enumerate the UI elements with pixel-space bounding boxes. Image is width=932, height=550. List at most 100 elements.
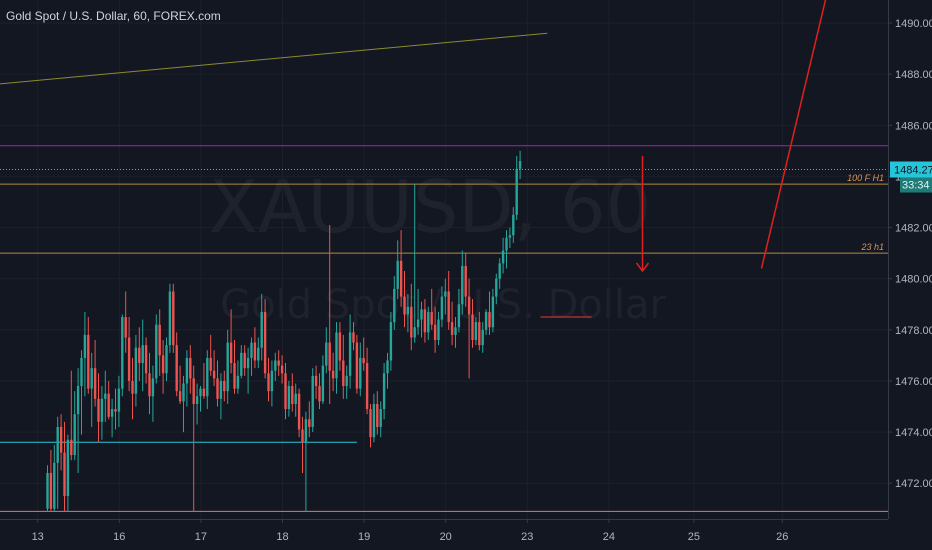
candle-body [63, 452, 66, 496]
time-tick-label: 23 [521, 531, 533, 543]
candle-body [110, 409, 114, 417]
candle-body [365, 363, 369, 410]
candle-body [202, 388, 206, 397]
candle-body [403, 296, 406, 315]
candle-body [440, 296, 444, 320]
candle-body [291, 386, 294, 404]
candle-body [148, 373, 151, 397]
candle-body [481, 329, 484, 346]
candle-body [498, 263, 501, 279]
candle-body [314, 375, 318, 387]
candle-body [294, 393, 297, 404]
candle-body [461, 265, 464, 305]
candle-body [138, 347, 141, 364]
candle-body [70, 439, 73, 456]
candle-body [127, 337, 131, 381]
candle-body [379, 409, 382, 427]
candle-body [491, 296, 495, 328]
current-price-label: 1484.27 [894, 165, 932, 177]
price-axis[interactable]: 1472.00 1474.00 1476.00 1478.00 1480.00 1482.… [888, 0, 932, 519]
arrow-down-head [635, 262, 650, 273]
candle-body [270, 370, 274, 392]
candle-body [457, 304, 461, 328]
price-tick-label: 1486.00 [895, 120, 932, 132]
candle-body [185, 357, 189, 384]
candle-body [382, 373, 386, 410]
candle-body [447, 291, 450, 323]
candle-body [124, 317, 127, 338]
candle-body [97, 398, 100, 422]
watermark-name: Gold Spot / U.S. Dollar [220, 282, 666, 328]
trend-line[interactable] [0, 32, 548, 92]
candle-body [362, 357, 365, 364]
candle-body [141, 345, 144, 364]
candle-body [284, 373, 287, 410]
candle-body [376, 403, 379, 427]
level-label-100F-H1: 100 F H1 [847, 173, 884, 183]
candle-body [226, 342, 229, 392]
candle-body [304, 419, 308, 443]
time-tick-label: 18 [276, 531, 288, 543]
time-axis[interactable]: 13 16 17 18 19 20 23 24 25 26 [0, 519, 888, 543]
price-tick-label: 1488.00 [895, 69, 932, 81]
candle-body [427, 311, 430, 333]
candle-body [478, 322, 481, 346]
candle-body [158, 324, 161, 356]
candle-body [396, 260, 399, 289]
candle-body [73, 414, 76, 456]
candle-body [495, 278, 498, 297]
price-tick-label: 1490.00 [895, 18, 932, 30]
candle-body [423, 309, 427, 333]
candle-body [420, 309, 423, 320]
candle-body [134, 347, 138, 394]
candle-body [287, 386, 291, 410]
price-tick-label: 1474.00 [895, 427, 932, 439]
candle-body [83, 334, 87, 358]
candle-body [416, 319, 420, 328]
candle-body [464, 265, 467, 297]
candle-body [267, 373, 270, 392]
candle-body [325, 342, 328, 366]
candle-body [206, 357, 209, 397]
candle-body [369, 409, 372, 438]
candle-body [209, 357, 212, 371]
candle-body [474, 322, 478, 341]
candle-body [406, 306, 410, 315]
grid [0, 0, 888, 519]
candle-body [352, 332, 355, 343]
arrows [635, 0, 827, 273]
symbol-title[interactable]: Gold Spot / U.S. Dollar, 60, FOREX.com [6, 9, 221, 23]
candle-body [512, 214, 515, 236]
candle-body [386, 360, 389, 374]
candle-body [331, 370, 335, 379]
candle-body [66, 439, 70, 496]
candle-body [318, 386, 321, 402]
level-label-23-H1: 23 h1 [860, 242, 884, 252]
candle-body [399, 260, 403, 297]
time-tick-label: 20 [440, 531, 452, 543]
symbol-watermark: XAUUSD, 60 Gold Spot / U.S. Dollar [209, 165, 667, 328]
candle-body [437, 319, 440, 341]
candle-body [168, 291, 172, 346]
candle-body [199, 388, 202, 397]
candle-body [250, 342, 253, 358]
candle-body [308, 419, 311, 427]
candle-body [172, 291, 175, 346]
candle-body [192, 378, 195, 404]
candle-body [53, 462, 56, 509]
candle-body [182, 383, 185, 402]
candle-body [195, 396, 199, 404]
candle-body [471, 314, 474, 341]
price-tick-label: 1476.00 [895, 376, 932, 388]
candle-body [508, 235, 512, 238]
candle-body [246, 357, 250, 369]
time-tick-label: 19 [358, 531, 370, 543]
arrow-up-shaft[interactable] [760, 0, 827, 269]
candle-body [121, 317, 124, 389]
candle-body [467, 296, 471, 315]
candle-body [233, 363, 236, 389]
candle-body [175, 345, 178, 392]
candle-body [260, 311, 263, 348]
candle-body [212, 370, 216, 379]
